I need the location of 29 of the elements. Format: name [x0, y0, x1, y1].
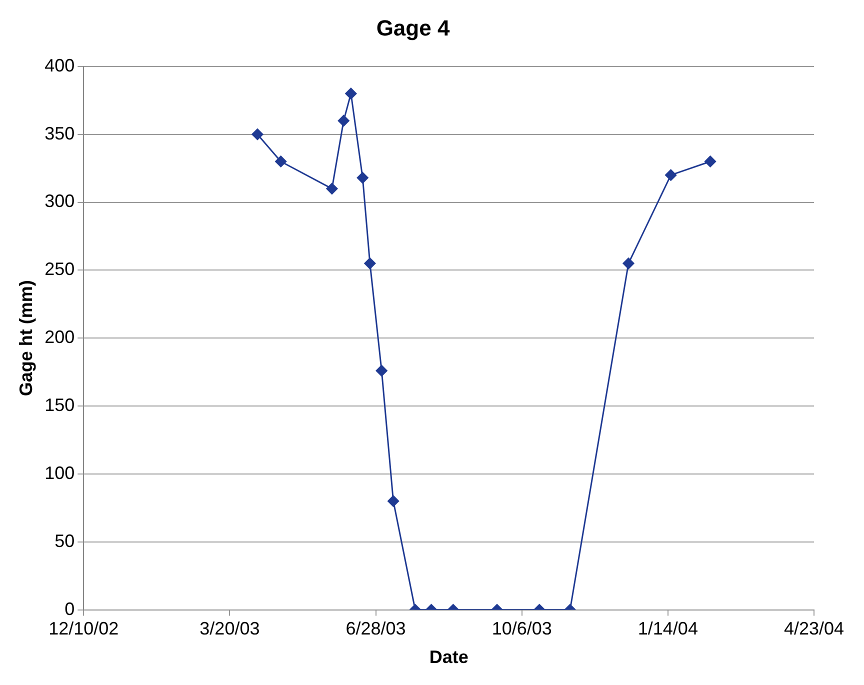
y-tick-label: 400: [44, 55, 75, 76]
point: [345, 88, 357, 100]
x-tick-label: 4/23/04: [784, 618, 844, 639]
x-tick-label: 1/14/04: [638, 618, 698, 639]
y-tick-label: 150: [44, 394, 75, 415]
x-axis-title: Date: [429, 647, 468, 668]
point: [665, 169, 677, 181]
point: [364, 258, 376, 270]
x-tick-label: 3/20/03: [200, 618, 260, 639]
x-tick-label: 6/28/03: [346, 618, 406, 639]
y-tick-label: 100: [44, 462, 75, 483]
y-tick-label: 250: [44, 259, 75, 280]
y-tick-label: 350: [44, 123, 75, 144]
point: [275, 156, 287, 168]
x-tick-label: 12/10/02: [48, 618, 119, 639]
point: [338, 114, 350, 126]
x-tick-label: 10/6/03: [492, 618, 552, 639]
point: [376, 364, 388, 376]
y-tick-label: 50: [54, 530, 75, 551]
point: [326, 182, 338, 194]
y-tick-label: 200: [44, 327, 75, 348]
point: [622, 258, 634, 270]
point: [252, 128, 264, 140]
y-axis-title: Gage ht (mm): [16, 280, 36, 396]
point: [356, 172, 368, 184]
y-tick-label: 0: [64, 598, 75, 619]
chart-title: Gage 4: [376, 15, 450, 40]
y-tick-label: 300: [44, 191, 75, 212]
point: [704, 156, 716, 168]
